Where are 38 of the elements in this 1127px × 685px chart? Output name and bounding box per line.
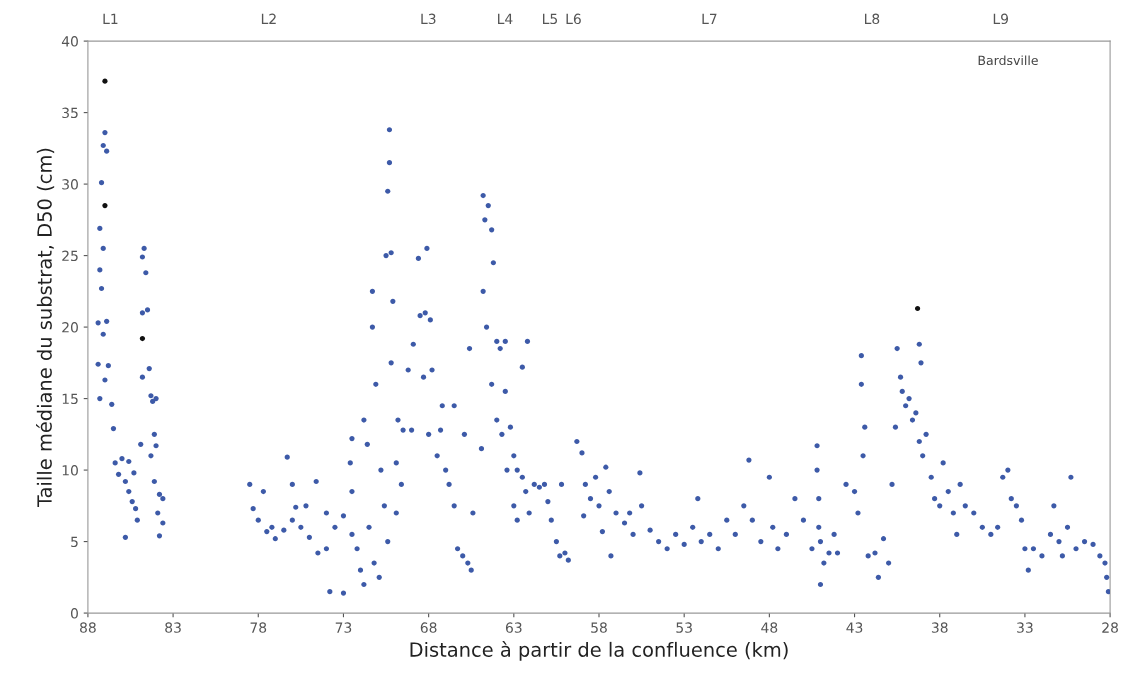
text: L2 <box>261 13 276 24</box>
x-tick-label: 48 <box>761 622 778 633</box>
text: L3 <box>421 13 436 25</box>
x-tick-label: 63 <box>505 622 522 633</box>
y-tick-label: 0 <box>70 608 78 619</box>
y-tick-label: 5 <box>71 536 78 548</box>
text: L7 <box>702 13 717 24</box>
x-tick-label: 73 <box>335 622 352 633</box>
y-tick-label: 10 <box>62 465 78 476</box>
point <box>139 335 146 342</box>
x-tick-label: 38 <box>931 622 948 633</box>
x-tick-label: 68 <box>420 622 437 633</box>
text: L8 <box>865 13 880 25</box>
text: L6 <box>566 13 581 25</box>
y-tick-label: 40 <box>61 36 78 47</box>
text: L9 <box>993 13 1009 25</box>
x-tick-label: 43 <box>846 622 863 633</box>
text: L1 <box>103 13 118 24</box>
x-axis-title: Distance à partir de la confluence (km) <box>410 641 788 661</box>
x-tick-label: 53 <box>676 622 692 633</box>
y-tick-label: 25 <box>62 250 78 262</box>
x-tick-label: 33 <box>1017 622 1033 633</box>
y-tick-label: 20 <box>62 322 78 333</box>
x-tick-label: 83 <box>165 622 181 633</box>
annotation: Bardsville <box>978 55 1038 66</box>
x-tick-label: 28 <box>1102 622 1118 633</box>
point <box>102 202 108 209</box>
y-tick-label: 15 <box>62 393 78 405</box>
x-tick-label: 78 <box>250 622 267 633</box>
y-axis-title: Taille médiane du substrat, D50 (cm) <box>36 148 55 508</box>
text: L4 <box>498 13 513 24</box>
x-tick-label: 58 <box>591 622 607 633</box>
text: L5 <box>543 13 558 25</box>
point <box>102 78 108 84</box>
x-tick-label: 88 <box>80 622 96 633</box>
point <box>914 305 921 312</box>
y-tick-label: 30 <box>62 179 78 190</box>
y-tick-label: 35 <box>62 107 78 119</box>
